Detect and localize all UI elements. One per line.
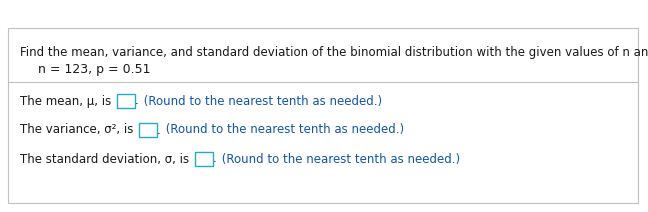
Text: n = 123, p = 0.51: n = 123, p = 0.51 — [38, 63, 150, 76]
Text: Find the mean, variance, and standard deviation of the binomial distribution wit: Find the mean, variance, and standard de… — [20, 46, 648, 59]
FancyBboxPatch shape — [139, 123, 157, 137]
Text: (Round to the nearest tenth as needed.): (Round to the nearest tenth as needed.) — [162, 124, 404, 137]
Text: .: . — [135, 95, 139, 107]
Text: (Round to the nearest tenth as needed.): (Round to the nearest tenth as needed.) — [140, 95, 382, 107]
Text: The variance, σ², is: The variance, σ², is — [20, 124, 137, 137]
FancyBboxPatch shape — [117, 94, 135, 108]
Text: .: . — [213, 152, 216, 166]
Text: (Round to the nearest tenth as needed.): (Round to the nearest tenth as needed.) — [218, 152, 460, 166]
FancyBboxPatch shape — [195, 152, 213, 166]
Text: .: . — [157, 124, 161, 137]
Text: The mean, μ, is: The mean, μ, is — [20, 95, 115, 107]
Text: The standard deviation, σ, is: The standard deviation, σ, is — [20, 152, 193, 166]
FancyBboxPatch shape — [8, 28, 638, 203]
